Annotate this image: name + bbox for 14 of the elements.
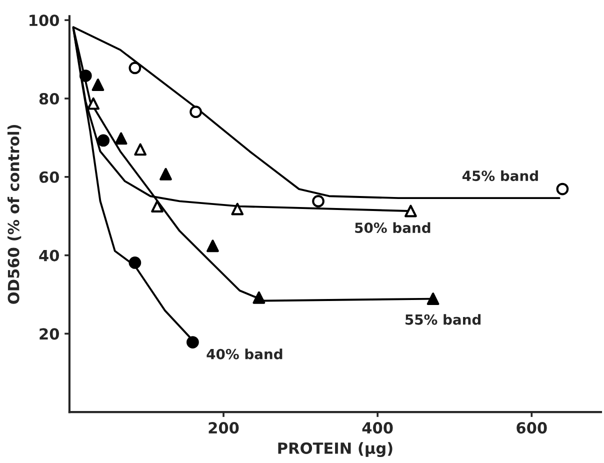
y-tick-label: 100 (30, 14, 60, 26)
series-label: 55% band (406, 314, 480, 325)
y-tick-label: 40 (39, 250, 60, 262)
x-tick-label: 400 (362, 422, 393, 434)
x-tick-label: 600 (516, 422, 547, 434)
y-tick-label: 80 (39, 92, 60, 105)
series-label: 45% band (462, 170, 538, 182)
y-tick-label: 20 (40, 328, 60, 340)
x-tick-label: 200 (208, 422, 239, 434)
series-label: 50% band (355, 222, 430, 234)
y-axis-title: OD560 (% of control) (8, 124, 22, 304)
series-label: 40% band (206, 348, 282, 360)
x-axis-title: PROTEIN (µg) (278, 442, 392, 458)
y-tick-label: 60 (39, 171, 60, 183)
